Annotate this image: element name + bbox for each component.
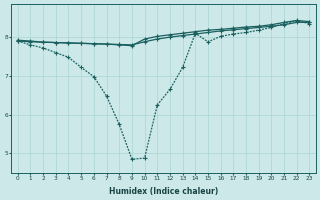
X-axis label: Humidex (Indice chaleur): Humidex (Indice chaleur) bbox=[109, 187, 218, 196]
